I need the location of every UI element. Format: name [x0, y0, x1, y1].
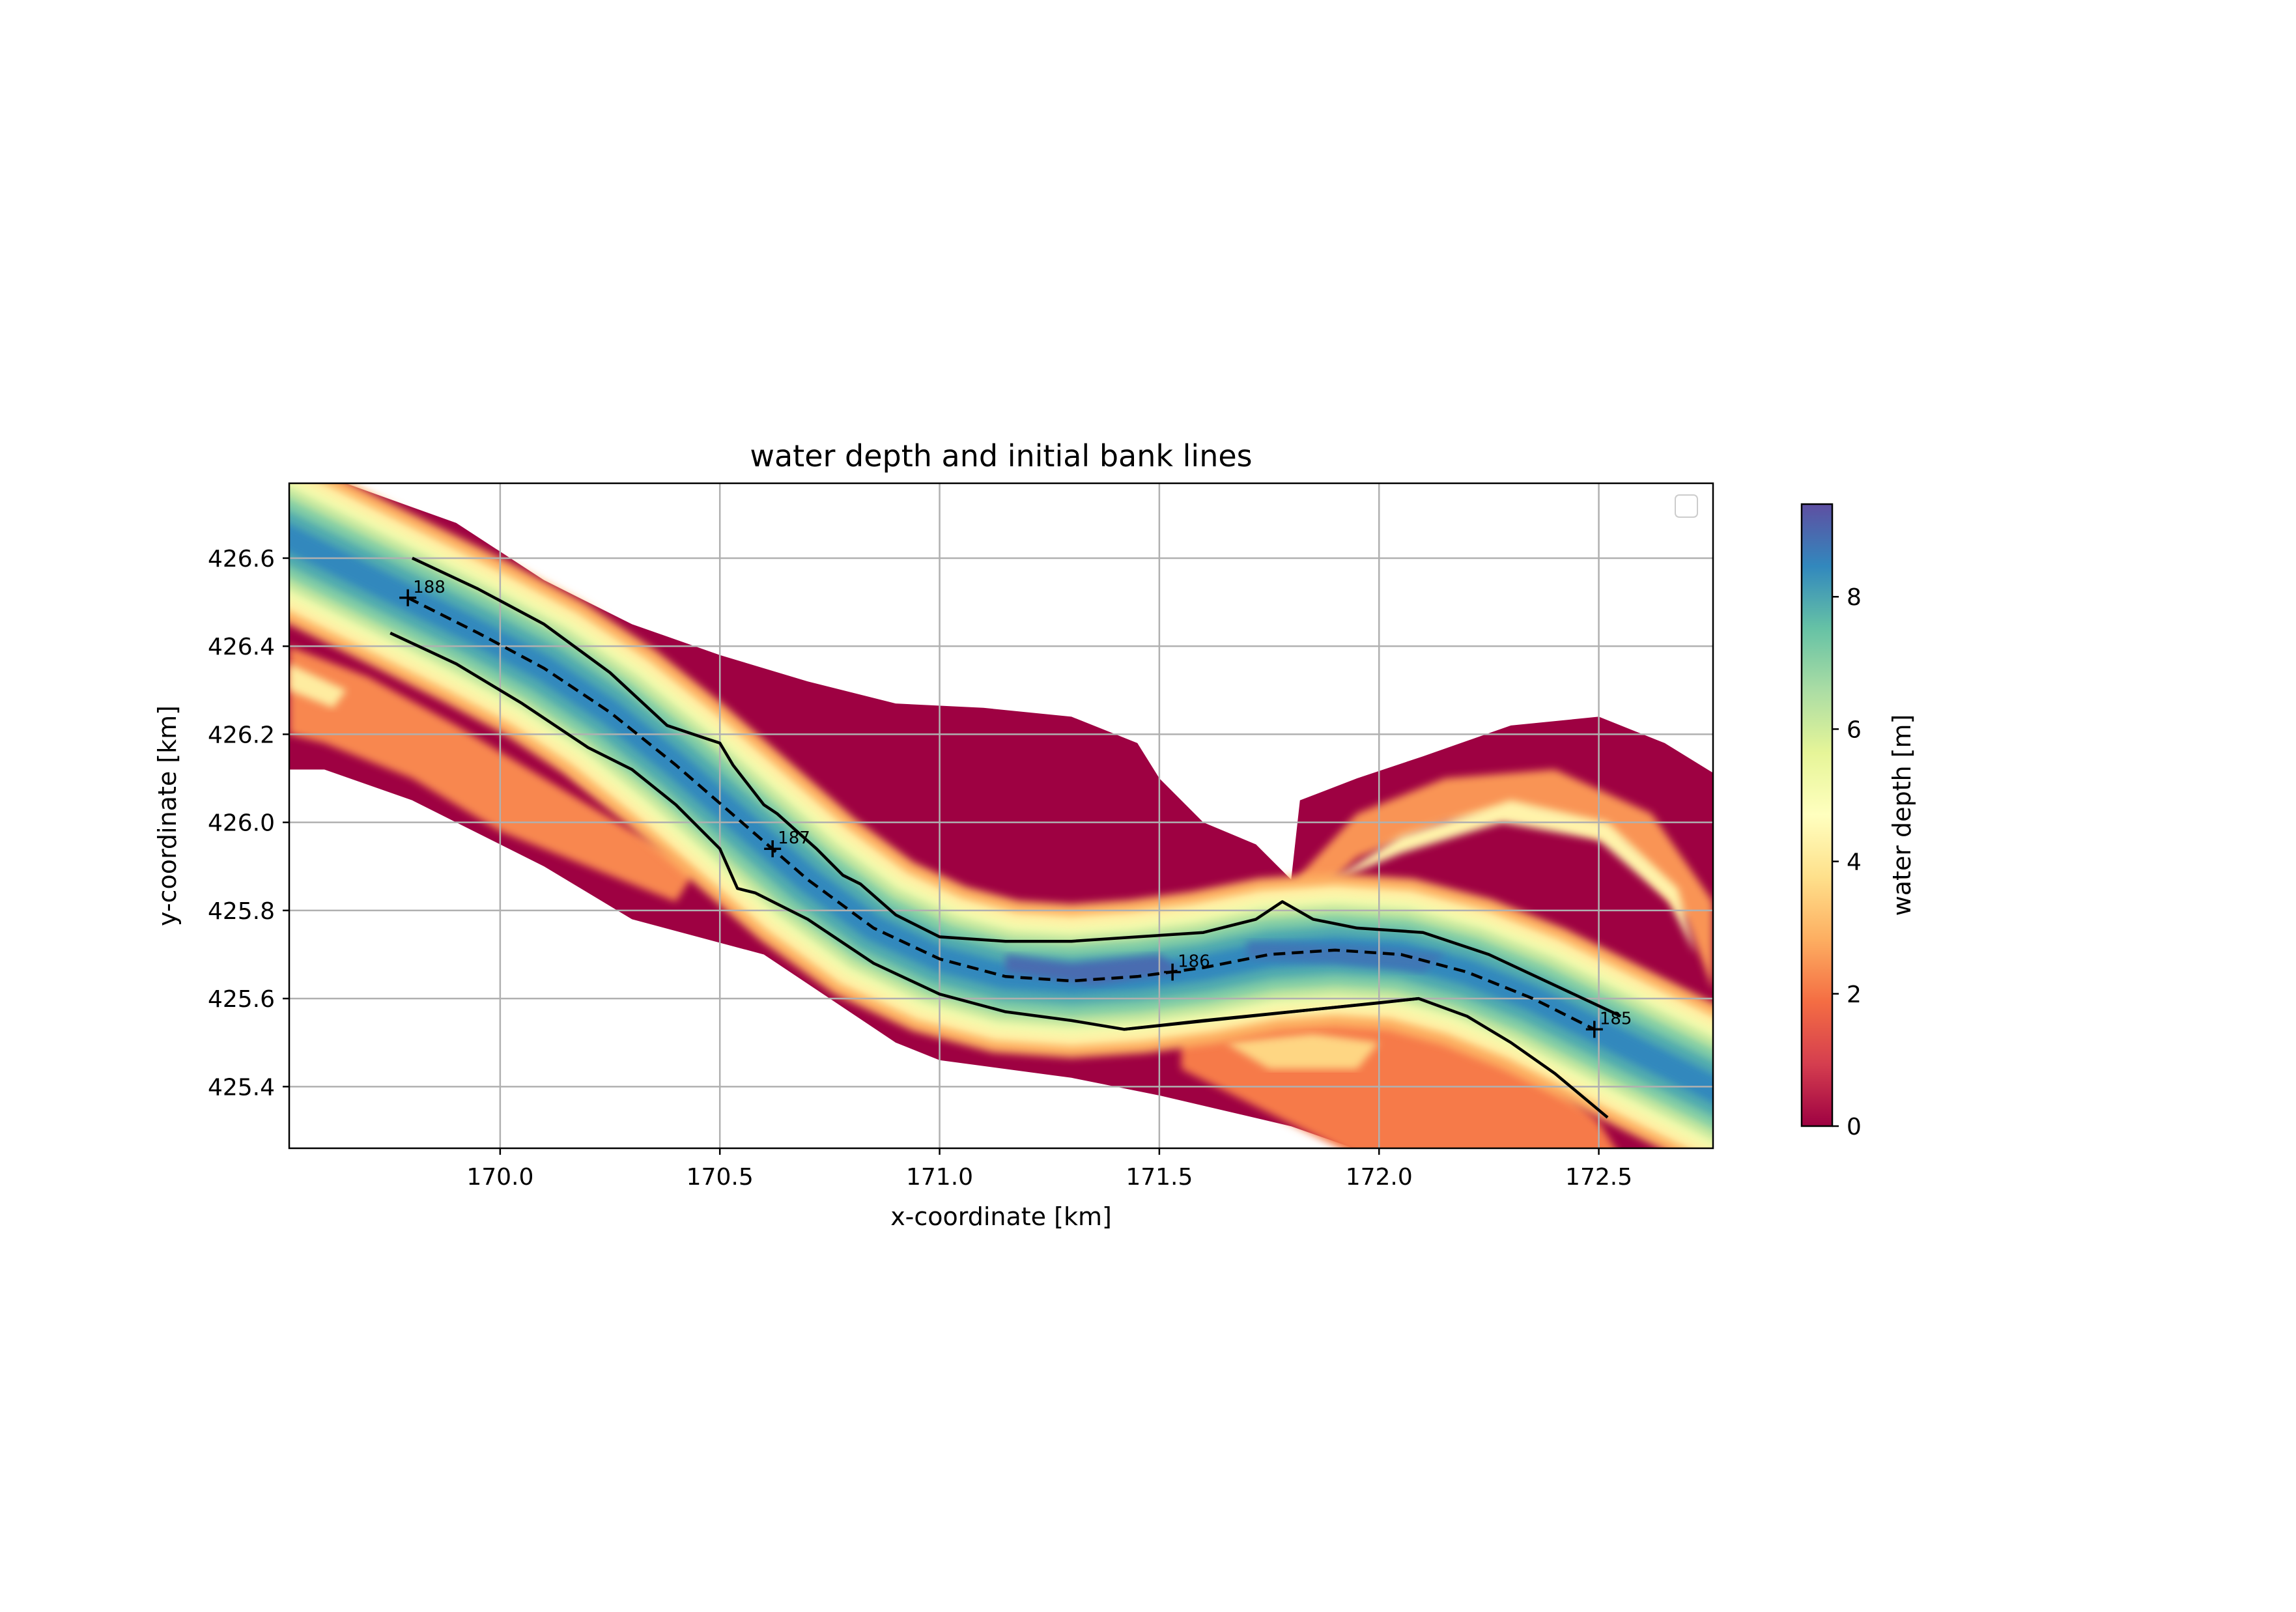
river-km-markers: 188 187 186 185 [399, 578, 1632, 1038]
y-axis-ticks: 425.4 425.6 425.8 426.0 426.2 426.4 426.6 [208, 546, 289, 1101]
km-marker-label: 187 [778, 828, 810, 848]
colorbar-tick-label: 2 [1847, 982, 1862, 1008]
colorbar-label: water depth [m] [1888, 714, 1916, 916]
y-tick-label: 426.2 [208, 722, 275, 748]
km-marker: 186 [1164, 952, 1210, 981]
km-marker: 185 [1585, 1009, 1632, 1038]
y-tick-label: 426.4 [208, 634, 275, 660]
x-tick-label: 172.0 [1346, 1164, 1413, 1191]
x-axis-label: x-coordinate [km] [890, 1202, 1112, 1231]
grid-lines [289, 483, 1713, 1148]
y-tick-label: 425.6 [208, 986, 275, 1013]
y-axis-label: y-coordinate [km] [153, 705, 182, 926]
y-tick-label: 425.4 [208, 1074, 275, 1101]
x-tick-label: 172.5 [1565, 1164, 1632, 1191]
bank-lines [390, 556, 1622, 1119]
colorbar: 0 2 4 6 8 water depth [m] [1800, 503, 1916, 1140]
plot-area: 188 187 186 185 [289, 483, 1713, 1148]
x-tick-label: 170.0 [466, 1164, 533, 1191]
deep-pool [1247, 941, 1445, 972]
lower-right-shoal [1225, 1034, 1380, 1069]
colorbar-tick-label: 0 [1847, 1114, 1862, 1140]
river-centerline [407, 596, 1595, 1031]
y-tick-label: 426.6 [208, 546, 275, 573]
bank-line-segment [1124, 997, 1419, 1031]
secondary-channel-deeper [1326, 800, 1695, 955]
left-side-channel [289, 646, 698, 902]
lower-right-shallow [1181, 998, 1615, 1148]
right-bank-line [390, 631, 1609, 1119]
water-depth-field [289, 483, 1713, 1148]
plot-frame [288, 482, 1714, 1150]
colorbar-tick-label: 6 [1847, 716, 1862, 743]
km-marker-label: 186 [1178, 952, 1210, 972]
x-tick-label: 170.5 [687, 1164, 754, 1191]
legend-box [1675, 494, 1698, 518]
y-tick-label: 426.0 [208, 810, 275, 837]
km-marker-label: 188 [413, 578, 446, 597]
y-tick-label: 425.8 [208, 898, 275, 925]
km-marker: 187 [764, 828, 810, 858]
x-tick-label: 171.5 [1126, 1164, 1193, 1191]
x-tick-label: 171.0 [906, 1164, 973, 1191]
colorbar-gradient [1800, 503, 1834, 1127]
x-axis-ticks: 170.0 170.5 171.0 171.5 172.0 172.5 [466, 1148, 1632, 1191]
chart-title: water depth and initial bank lines [750, 438, 1252, 474]
km-marker: 188 [399, 578, 446, 606]
colorbar-tick-label: 4 [1847, 849, 1862, 876]
colorbar-ticks: 0 2 4 6 8 [1832, 584, 1862, 1140]
colorbar-tick-label: 8 [1847, 584, 1862, 611]
left-bank-line [411, 556, 1622, 1018]
left-edge-shallow [289, 664, 347, 708]
km-marker-label: 185 [1600, 1009, 1632, 1028]
